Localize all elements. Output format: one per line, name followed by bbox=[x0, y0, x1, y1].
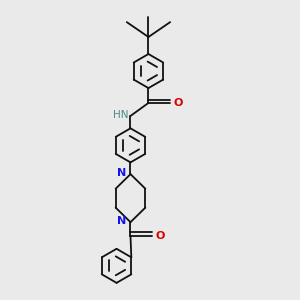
Text: HN: HN bbox=[112, 110, 128, 120]
Text: O: O bbox=[156, 231, 165, 241]
Text: O: O bbox=[174, 98, 183, 108]
Text: N: N bbox=[117, 216, 127, 226]
Text: N: N bbox=[117, 168, 127, 178]
